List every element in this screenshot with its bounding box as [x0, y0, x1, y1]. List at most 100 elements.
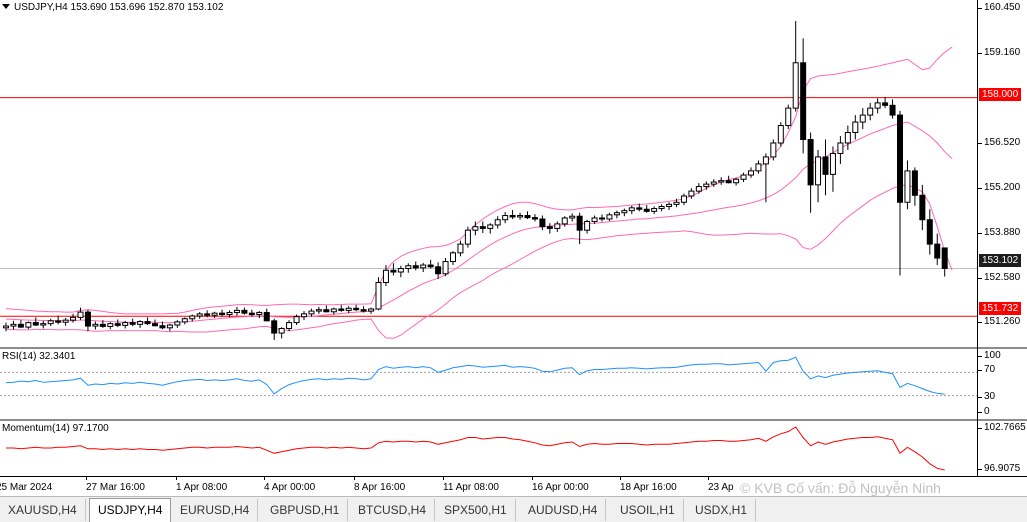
- candle-body: [911, 170, 918, 196]
- candle-body: [703, 183, 710, 188]
- price-scale[interactable]: 160.450 159.160 156.520 155.200 153.880 …: [977, 0, 1027, 347]
- candle-body: [502, 215, 509, 221]
- tab-usdx-h1[interactable]: USDX,H1: [687, 499, 757, 521]
- candle-body: [405, 265, 412, 270]
- candle-body: [695, 186, 702, 192]
- tab-audusd-h4[interactable]: AUDUSD,H4: [520, 499, 607, 521]
- candle-body: [457, 243, 464, 254]
- candle-body: [882, 102, 889, 106]
- candle-body: [301, 313, 307, 318]
- candle-body: [129, 322, 136, 325]
- candle-body: [107, 323, 114, 327]
- candle-body: [897, 114, 903, 203]
- price-tick: 156.520: [977, 137, 1021, 148]
- candle-body: [62, 319, 69, 323]
- candle-body: [152, 323, 158, 327]
- rsi-label: RSI(14) 32.3401: [2, 351, 76, 362]
- candle-body: [777, 125, 784, 144]
- hline-lower-tag: 151.732: [979, 302, 1022, 315]
- watermark-text: © KVB Cố vấn: Đỗ Nguyễn Ninh: [740, 480, 941, 496]
- tab-usoil-h1[interactable]: USOIL,H1: [612, 499, 684, 521]
- tab-xauusd-h4[interactable]: XAUUSD,H4: [0, 499, 86, 521]
- price-tick: 160.450: [977, 2, 1021, 13]
- candle-body: [92, 323, 99, 327]
- momentum-pane[interactable]: Momentum(14) 97.1700: [0, 421, 977, 476]
- candle-body: [435, 266, 442, 275]
- candle-body: [666, 203, 673, 207]
- candle-body: [569, 215, 576, 219]
- candle-body: [733, 178, 740, 184]
- candle-body: [829, 152, 836, 175]
- candle-body: [792, 62, 799, 109]
- candle-body: [837, 142, 844, 154]
- candle-body: [874, 102, 881, 109]
- price-chart-pane[interactable]: USDJPY,H4 153.690 153.696 152.870 153.10…: [0, 0, 977, 347]
- candle-body: [84, 311, 91, 327]
- tab-gbpusd-h1[interactable]: GBPUSD,H1: [262, 499, 349, 521]
- momentum-line: [6, 426, 945, 471]
- candle-body: [166, 324, 173, 329]
- rsi-tick: 100: [978, 350, 1001, 361]
- pane-separator[interactable]: [0, 419, 1027, 421]
- collapse-triangle-icon[interactable]: [2, 4, 10, 9]
- candle-body: [755, 163, 762, 172]
- candle-body: [740, 174, 747, 180]
- candle-body: [159, 325, 166, 329]
- candle-body: [390, 269, 397, 273]
- time-label: 18 Apr 16:00: [620, 476, 677, 493]
- rsi-chart-svg[interactable]: [0, 349, 977, 419]
- candle-body: [10, 323, 17, 327]
- time-label: 1 Apr 08:00: [176, 476, 228, 493]
- candle-body: [293, 316, 300, 324]
- rsi-pane[interactable]: RSI(14) 32.3401: [0, 349, 977, 419]
- price-tick: 159.160: [977, 47, 1021, 58]
- candle-body: [360, 309, 367, 312]
- hline-upper-tag: 158.000: [979, 88, 1022, 101]
- candle-body: [599, 217, 605, 220]
- candle-body: [263, 311, 270, 322]
- candle-body: [517, 215, 524, 218]
- momentum-chart-svg[interactable]: [0, 421, 977, 476]
- candle-body: [353, 307, 360, 311]
- candle-body: [718, 180, 725, 183]
- tab-eurusd-h4[interactable]: EURUSD,H4: [172, 499, 259, 521]
- candle-body: [807, 138, 814, 186]
- pane-separator[interactable]: [0, 347, 1027, 349]
- candle-body: [859, 114, 866, 123]
- candle-body: [323, 309, 330, 313]
- rsi-line: [5, 356, 945, 395]
- candle-body: [539, 218, 546, 228]
- time-label: 4 Apr 00:00: [264, 476, 316, 493]
- momentum-label: Momentum(14) 97.1700: [2, 423, 109, 434]
- candle-body: [889, 104, 896, 116]
- candle-body: [546, 226, 553, 229]
- tab-btcusd-h4[interactable]: BTCUSD,H4: [350, 499, 436, 521]
- price-tick: 151.260: [977, 316, 1021, 327]
- candle-body: [785, 107, 792, 127]
- tab-usdjpy-h4[interactable]: USDJPY,H4: [89, 498, 172, 522]
- candle-body: [815, 156, 822, 186]
- candle-body: [472, 226, 479, 231]
- price-tick: 153.880: [977, 227, 1021, 238]
- candle-body: [204, 313, 211, 316]
- candle-body: [368, 308, 375, 312]
- price-scale-border: [977, 0, 978, 476]
- candle-body: [3, 325, 9, 329]
- candle-body: [47, 320, 54, 325]
- time-axis[interactable]: 25 Mar 2024 27 Mar 16:00 1 Apr 08:00 4 A…: [0, 476, 1027, 496]
- rsi-tick: 70: [977, 364, 996, 375]
- candle-body: [99, 323, 106, 327]
- candle-body: [181, 318, 188, 323]
- price-chart-svg[interactable]: [0, 0, 977, 347]
- candle-body: [226, 311, 233, 316]
- candle-body: [382, 269, 389, 283]
- time-label: 27 Mar 16:00: [86, 476, 145, 493]
- momentum-scale[interactable]: 102.7665 96.9075: [977, 421, 1027, 476]
- rsi-scale[interactable]: 100 70 30 0: [977, 349, 1027, 419]
- candle-body: [420, 264, 427, 269]
- candle-body: [397, 268, 404, 273]
- tab-spx500-h1[interactable]: SPX500,H1: [436, 499, 516, 521]
- candle-body: [852, 121, 859, 134]
- candle-body: [643, 208, 650, 212]
- candle-body: [286, 322, 293, 330]
